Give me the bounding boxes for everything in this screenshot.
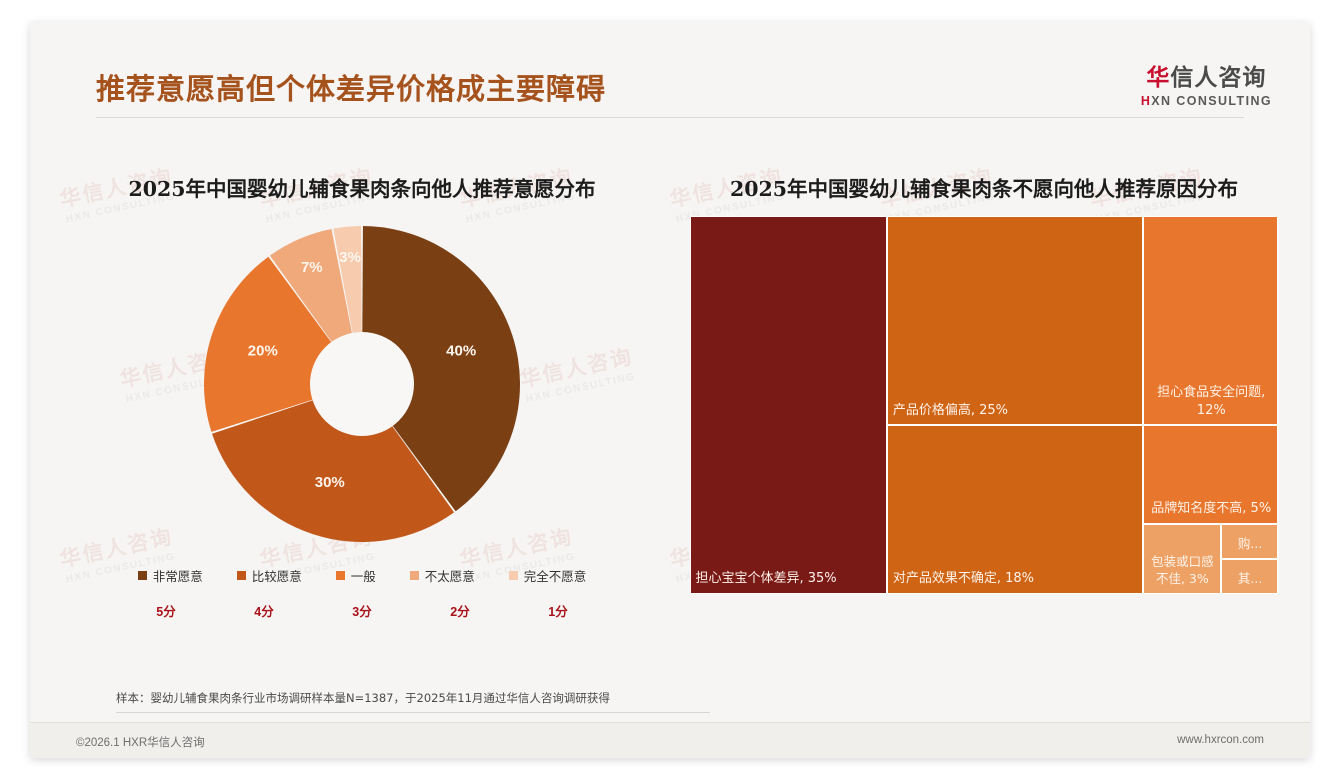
- logo-cn-highlight: 华: [1146, 64, 1171, 90]
- legend-swatch: [409, 570, 419, 580]
- logo-cn-rest: 信人咨询: [1170, 64, 1267, 90]
- brand-logo: 华信人咨询 HXN CONSULTING: [1141, 58, 1272, 108]
- legend-label: 一般: [350, 569, 376, 584]
- sample-divider: [116, 712, 710, 713]
- legend-item[interactable]: 非常愿意: [137, 566, 203, 585]
- donut-slice-label: 40%: [446, 342, 476, 359]
- slide-header: 推荐意愿高但个体差异价格成主要障碍 华信人咨询 HXN CONSULTING: [30, 22, 1310, 118]
- legend-item[interactable]: 比较愿意: [236, 566, 302, 585]
- score-row: 5分 4分 3分 2分 1分: [52, 601, 672, 620]
- sample-note: 样本：婴幼儿辅食果肉条行业市场调研样本量N=1387，于2025年11月通过华信…: [116, 691, 610, 705]
- treemap-cell[interactable]: 其...: [1220, 558, 1279, 594]
- donut-slice[interactable]: [362, 225, 520, 511]
- page-title: 推荐意愿高但个体差异价格成主要障碍: [96, 72, 607, 106]
- treemap-chart-title: 2025年中国婴幼儿辅食果肉条不愿向他人推荐原因分布: [729, 177, 1239, 201]
- legend-label: 比较愿意: [251, 569, 302, 584]
- treemap-cell-label: 产品价格偏高, 25%: [892, 402, 1008, 418]
- treemap-cell[interactable]: 包装或口感不佳, 3%: [1143, 523, 1221, 594]
- treemap-cell[interactable]: 担心食品安全问题, 12%: [1143, 215, 1279, 426]
- legend-label: 完全不愿意: [523, 569, 587, 584]
- donut-chart-panel: 2025年中国婴幼儿辅食果肉条向他人推荐意愿分布 40% 30% 20% 7% 3% 非…: [52, 132, 672, 692]
- score-label: 5分: [156, 604, 176, 619]
- donut-svg: 40% 30% 20% 7% 3%: [204, 225, 520, 542]
- donut-chart-area: 40% 30% 20% 7% 3%: [52, 214, 672, 554]
- logo-en-text: HXN CONSULTING: [1141, 94, 1272, 108]
- donut-slice-label: 3%: [339, 249, 361, 266]
- legend-item[interactable]: 完全不愿意: [508, 566, 587, 585]
- slide: 华信人咨询 HXN CONSULTING 华信人咨询 HXN CONSULTING 华信…: [30, 22, 1310, 758]
- score-label: 1分: [548, 604, 568, 619]
- treemap-cell[interactable]: 产品价格偏高, 25%: [886, 215, 1144, 426]
- legend-label: 不太愿意: [424, 569, 475, 584]
- logo-en-rest: XN CONSULTING: [1151, 94, 1272, 108]
- donut-chart-title: 2025年中国婴幼儿辅食果肉条向他人推荐意愿分布: [128, 177, 596, 201]
- treemap-cell-label: 其...: [1237, 570, 1263, 586]
- treemap-chart-panel: 2025年中国婴幼儿辅食果肉条不愿向他人推荐原因分布 担心宝宝个体差异, 35%…: [678, 132, 1290, 692]
- treemap-cell-label: 对产品效果不确定, 18%: [892, 571, 1034, 587]
- logo-cn-text: 华信人咨询: [1141, 58, 1272, 92]
- donut-slice-label: 20%: [248, 342, 278, 359]
- treemap-cell-label: 品牌知名度不高, 5%: [1151, 501, 1272, 517]
- treemap-cell[interactable]: 购...: [1220, 523, 1279, 559]
- score-label: 2分: [450, 604, 470, 619]
- legend-swatch: [508, 570, 518, 580]
- legend-item[interactable]: 不太愿意: [409, 566, 475, 585]
- website-link[interactable]: www.hxrcon.com: [1177, 734, 1264, 746]
- legend-swatch: [335, 570, 345, 580]
- donut-slice-label: 7%: [301, 259, 323, 276]
- donut-slice[interactable]: [212, 383, 455, 542]
- score-label: 4分: [254, 604, 274, 619]
- treemap-cell-label: 包装或口感不佳, 3%: [1151, 553, 1214, 586]
- treemap-cell-label: 担心宝宝个体差异, 35%: [695, 571, 837, 587]
- logo-en-highlight: H: [1140, 94, 1152, 108]
- treemap-cell[interactable]: 对产品效果不确定, 18%: [886, 425, 1144, 594]
- score-label: 3分: [352, 604, 372, 619]
- donut-legend: 非常愿意 比较愿意 一般 不太愿意 完全不愿意: [52, 566, 672, 585]
- legend-item[interactable]: 一般: [335, 566, 376, 585]
- treemap-cell[interactable]: 品牌知名度不高, 5%: [1143, 425, 1279, 524]
- donut-slice-label: 30%: [315, 474, 345, 491]
- copyright-text: ©2026.1 HXR华信人咨询: [76, 737, 205, 749]
- treemap-cell-label: 购...: [1237, 535, 1263, 551]
- title-divider: [96, 117, 1244, 118]
- donut-hole: [310, 331, 414, 436]
- legend-swatch: [236, 570, 246, 580]
- treemap-cell-label: 担心食品安全问题, 12%: [1157, 385, 1266, 418]
- slide-footer: ©2026.1 HXR华信人咨询 www.hxrcon.com: [30, 722, 1310, 758]
- legend-swatch: [137, 570, 147, 580]
- legend-label: 非常愿意: [152, 569, 203, 584]
- treemap-cell[interactable]: 担心宝宝个体差异, 35%: [689, 215, 887, 594]
- treemap-chart-area: 担心宝宝个体差异, 35% 产品价格偏高, 25% 对产品效果不确定, 18% 担心食…: [689, 215, 1279, 594]
